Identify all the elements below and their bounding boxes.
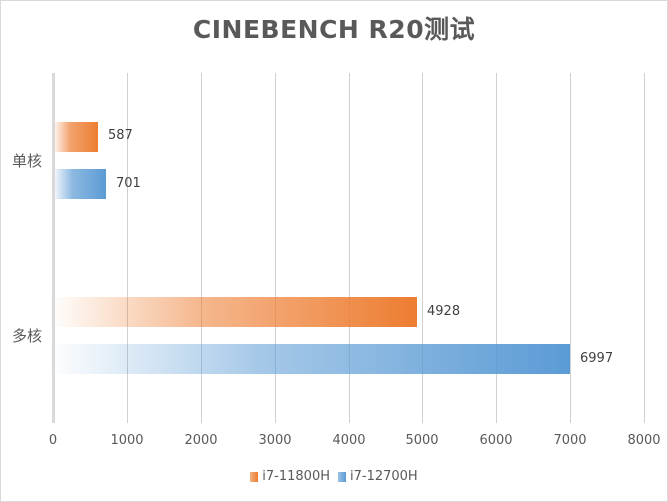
gridline-4000 (349, 73, 350, 423)
legend-label: i7-12700H (350, 469, 418, 484)
x-tick-1000: 1000 (110, 433, 144, 448)
bar-multi-i7-11800h (55, 297, 417, 327)
gridline-3000 (275, 73, 276, 423)
value-label-multi-i7-12700h: 6997 (580, 351, 614, 366)
category-label-single: 单核 (12, 152, 43, 170)
legend-label: i7-11800H (262, 469, 330, 484)
legend-item-i7-12700h[interactable]: i7-12700H (338, 469, 418, 484)
y-axis-line (52, 73, 55, 423)
category-label-multi: 多核 (12, 327, 43, 345)
value-label-multi-i7-11800h: 4928 (427, 304, 461, 319)
legend: i7-11800H i7-12700H (0, 469, 668, 484)
gridline-2000 (201, 73, 202, 423)
chart-title: CINEBENCH R20测试 (192, 15, 476, 44)
x-tick-6000: 6000 (479, 433, 513, 448)
legend-swatch-orange-icon (250, 471, 259, 482)
gridline-8000 (644, 73, 645, 423)
x-tick-5000: 5000 (405, 433, 439, 448)
gridline-1000 (127, 73, 128, 423)
value-label-single-i7-12700h: 701 (116, 176, 141, 191)
gridline-7000 (570, 73, 571, 423)
x-tick-2000: 2000 (184, 433, 218, 448)
x-tick-0: 0 (48, 433, 58, 448)
gridline-5000 (422, 73, 423, 423)
legend-item-i7-11800h[interactable]: i7-11800H (250, 469, 330, 484)
x-tick-3000: 3000 (258, 433, 292, 448)
legend-swatch-blue-icon (338, 471, 346, 482)
x-tick-8000: 8000 (627, 433, 661, 448)
bar-single-i7-11800h (55, 122, 98, 152)
x-tick-4000: 4000 (332, 433, 366, 448)
value-label-single-i7-11800h: 587 (108, 128, 133, 143)
x-tick-7000: 7000 (553, 433, 587, 448)
gridline-6000 (496, 73, 497, 423)
bar-single-i7-12700h (55, 169, 106, 199)
bar-multi-i7-12700h (55, 344, 570, 374)
